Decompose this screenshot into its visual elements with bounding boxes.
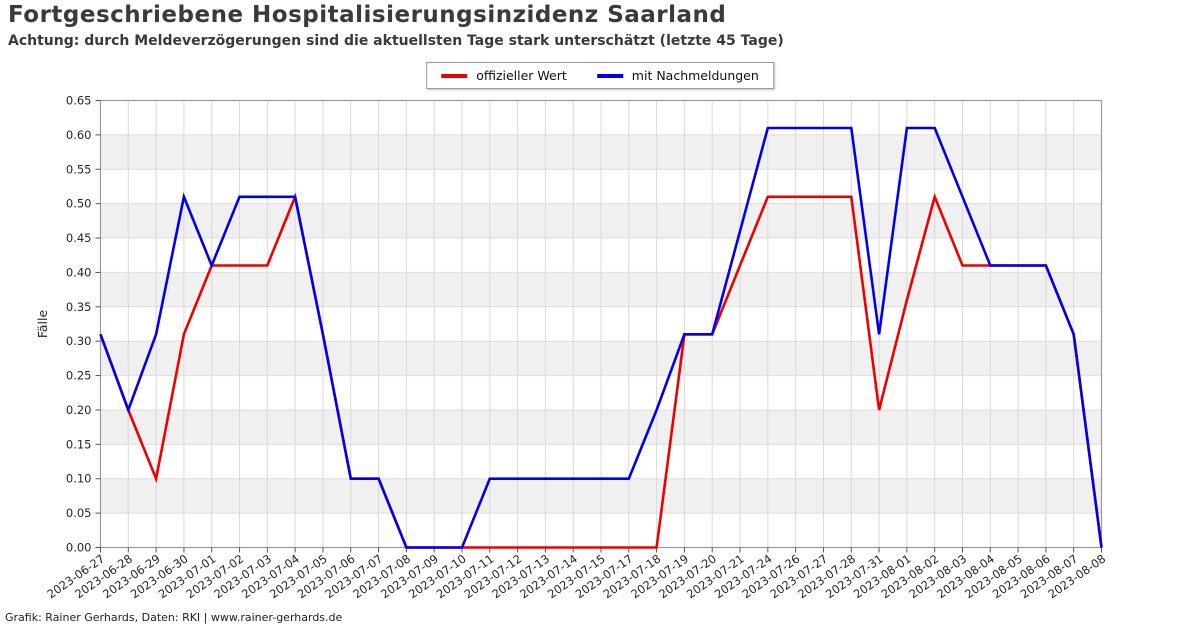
red-line-swatch [441, 73, 468, 78]
y-axis-label: Fälle [35, 310, 50, 339]
y-tick-label: 0.10 [66, 472, 92, 486]
series-line-mit-nachmeldungen [99, 126, 1103, 549]
legend-label: offizieller Wert [476, 68, 567, 83]
credit-text: Grafik: Rainer Gerhards, Daten: RKI | ww… [5, 611, 343, 624]
chart-legend: offizieller Wert mit Nachmeldungen [426, 62, 774, 89]
chart-subtitle: Achtung: durch Meldeverzögerungen sind d… [8, 33, 784, 49]
y-tick-label: 0.65 [66, 94, 92, 108]
y-tick-label: 0.40 [66, 265, 92, 279]
y-tick-label: 0.60 [66, 128, 92, 142]
y-tick-label: 0.00 [66, 541, 92, 555]
blue-line-swatch [596, 73, 623, 78]
legend-item-official: offizieller Wert [441, 68, 567, 83]
y-tick-label: 0.20 [66, 403, 92, 417]
page-title: Fortgeschriebene Hospitalisierungsinzide… [8, 2, 727, 28]
y-tick-label: 0.50 [66, 197, 92, 211]
y-tick-label: 0.25 [66, 369, 92, 383]
y-tick-label: 0.55 [66, 162, 92, 176]
legend-item-with-late-reports: mit Nachmeldungen [596, 68, 759, 83]
y-tick-label: 0.05 [66, 506, 92, 520]
y-tick-label: 0.30 [66, 334, 92, 348]
y-tick-label: 0.15 [66, 437, 92, 451]
legend-label: mit Nachmeldungen [631, 68, 759, 83]
series-line-offizieller-wert [99, 192, 1103, 549]
y-tick-label: 0.45 [66, 231, 92, 245]
y-tick-label: 0.35 [66, 300, 92, 314]
